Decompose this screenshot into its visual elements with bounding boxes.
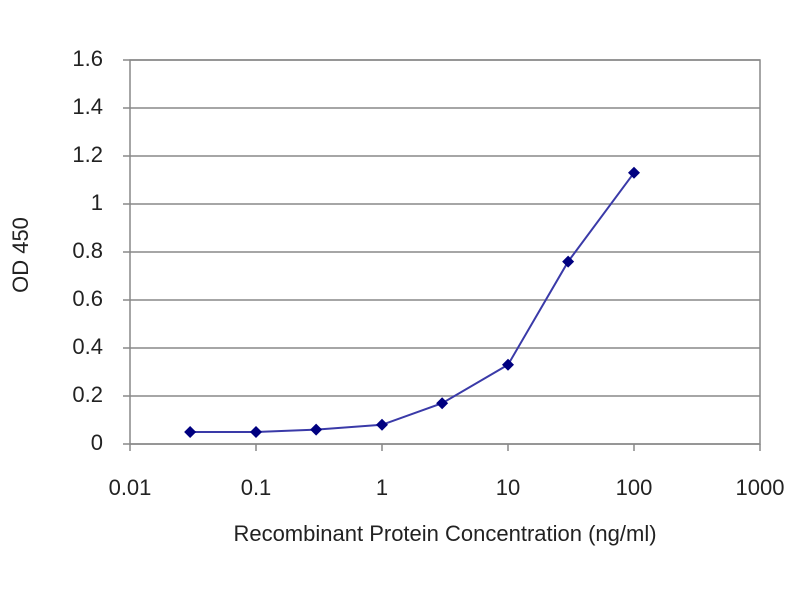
y-tick-label: 1 (91, 190, 103, 215)
plot-frame (129, 59, 761, 445)
y-tick-label: 1.2 (72, 142, 103, 167)
data-line (190, 172, 635, 433)
y-tick-label: 0 (91, 430, 103, 455)
y-axis-label: OD 450 (8, 217, 33, 293)
y-tick-label: 0.8 (72, 238, 103, 263)
data-point (376, 418, 388, 431)
x-tick-label: 0.01 (109, 475, 152, 500)
x-tick-label: 10 (496, 475, 520, 500)
data-point (502, 358, 514, 371)
x-tick-label: 1 (376, 475, 388, 500)
data-point (562, 255, 575, 268)
data-point (310, 423, 323, 436)
y-tick-label: 0.4 (72, 334, 103, 359)
x-tick-label: 1000 (736, 475, 785, 500)
y-tick-label: 0.6 (72, 286, 103, 311)
x-tick-label: 100 (616, 475, 653, 500)
y-tick-label: 1.4 (72, 94, 103, 119)
y-tick-label: 1.6 (72, 46, 103, 71)
y-tick-label: 0.2 (72, 382, 103, 407)
data-point (184, 426, 197, 438)
data-point (436, 397, 449, 410)
data-point (250, 426, 262, 438)
x-tick-label: 0.1 (241, 475, 272, 500)
data-point (628, 166, 640, 179)
x-axis-label: Recombinant Protein Concentration (ng/ml… (233, 521, 656, 546)
